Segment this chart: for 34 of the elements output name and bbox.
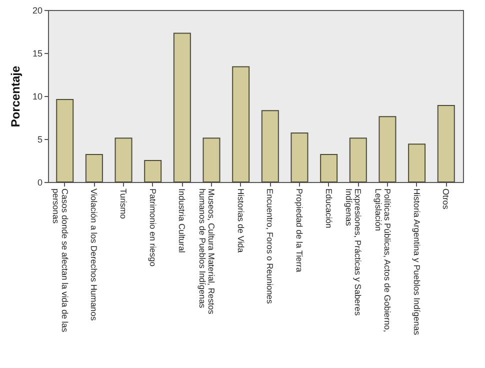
y-tick-label: 5 [37,134,42,144]
y-tick-label: 20 [32,6,42,16]
x-tick-label: Casos donde se afectan la vida de las personas [50,188,70,332]
bar [144,160,162,182]
y-tick-label: 15 [32,48,42,58]
x-tick-label: Violación a los Derechos Humanos [89,188,100,321]
x-tick-label: Historia Argentina y Pueblos Indígenas [412,188,422,335]
x-tick-label: Historias de Vida [236,188,246,253]
bar [408,144,426,182]
x-tick-label: Turismo [118,188,129,220]
y-axis-title: Porcentaje [8,65,22,128]
bar [261,110,279,182]
x-tick-label: Propiedad de la Tierra [294,188,304,272]
x-tick-label: Encuentro, Foros o Reuniones [265,188,276,304]
x-tick-label: Patrimonio en riesgo [148,188,158,267]
bar [202,138,220,182]
x-tick-label: Expresiones, Prácticas y Saberes Indígenas [344,188,364,316]
bar [56,98,74,182]
bar [320,154,338,182]
x-tick-label: Educación [324,188,334,228]
x-tick-label: Industria Cultural [177,188,188,253]
bar [437,104,455,182]
y-tick-label: 10 [32,92,42,102]
bar [85,154,103,182]
bar [349,138,367,182]
bar [173,32,191,182]
x-tick-label: Otros [441,188,452,210]
x-tick-label: Políticas Públicas, Actos de Gobierno, Legislación [373,188,392,332]
bar [290,132,308,182]
bar [378,116,396,182]
bar [114,138,132,182]
bar [232,66,250,182]
x-tick-label: Museos, Cultura Material, Restos humanos de Pueblos Indígenas [198,188,217,314]
y-tick-label: 0 [37,178,42,188]
